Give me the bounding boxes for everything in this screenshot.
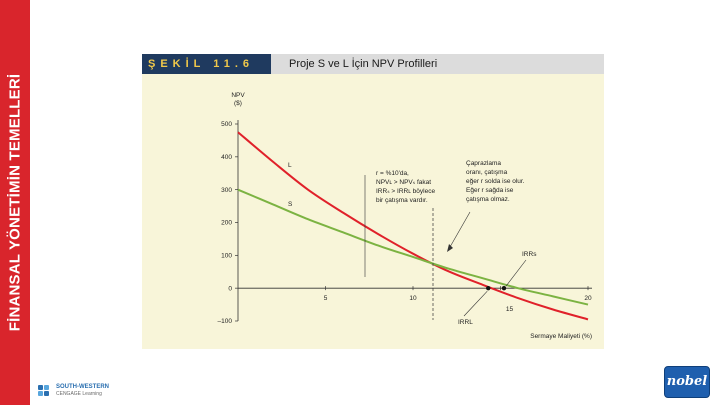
crossover-note-line: eğer r solda ise olur. [466,178,525,185]
y-tick-label: 200 [221,220,232,227]
crossover-note-line: Çaprazlama [466,160,501,167]
x-tick-label: 10 [409,295,417,302]
rate-note-line: bir çatışma vardır. [376,197,428,204]
irr-s-label: IRRs [522,251,537,258]
rate-note-line: NPVʟ > NPVₛ fakat [376,179,431,186]
y-tick-label: –100 [218,318,233,325]
nobel-logo: nobel [664,366,710,398]
irr-s-pointer [505,259,527,287]
y-tick-label: 300 [221,187,232,194]
publisher-subname: CENGAGE Learning [56,391,102,397]
publisher-mark-icon [38,384,52,397]
rate-note-line: IRRₛ > IRRʟ böylece [376,188,435,195]
figure-title: Proje S ve L İçin NPV Profilleri [271,54,604,74]
crossover-note-line: oranı, çatışma [466,169,508,176]
chart-series: LS [237,131,589,321]
y-axis-unit: ($) [234,100,242,107]
publisher-name: SOUTH-WESTERN [56,384,109,390]
crossover-arrow-icon [447,244,453,252]
publisher-logo: SOUTH-WESTERN CENGAGE Learning [38,384,109,397]
series-label-S: S [288,201,293,208]
figure-panel [142,54,604,349]
y-tick-label: 0 [228,285,232,292]
irr-l-point [486,285,491,291]
crossover-note-pointer [449,211,471,248]
x-axis-label: Sermaye Maliyeti (%) [530,333,592,340]
chart-ticks: –100 0 100 200 300 400 500 5 10 15 20 [218,121,592,325]
series-label-L: L [288,162,292,169]
y-tick-label: 400 [221,154,232,161]
y-tick-label: 100 [221,253,232,260]
x-tick-label: 20 [584,295,592,302]
chart-axes: NPV($) Sermaye Maliyeti (%) [231,92,592,340]
irr-l-label: IRRL [458,319,473,326]
side-bar [0,0,30,405]
irr-s-point [501,285,507,291]
x-tick-label: 15 [506,306,514,313]
crossover-note-line: Eğer r sağda ise [466,187,514,194]
chart-annotations: r = %10'da, NPVʟ > NPVₛ fakat IRRₛ > IRRʟ … [364,160,537,326]
series-line-S [237,188,589,306]
figure-number: ŞEKİL 11.6 [142,54,271,74]
y-axis-label: NPV [231,92,245,99]
series-line-L [237,131,589,321]
y-tick-label: 500 [221,121,232,128]
irr-l-pointer [463,290,488,317]
rate-note-line: r = %10'da, [376,170,409,177]
figure-header: ŞEKİL 11.6 Proje S ve L İçin NPV Profill… [142,54,604,74]
crossover-note-line: çatışma olmaz. [466,196,510,203]
x-tick-label: 5 [324,295,328,302]
